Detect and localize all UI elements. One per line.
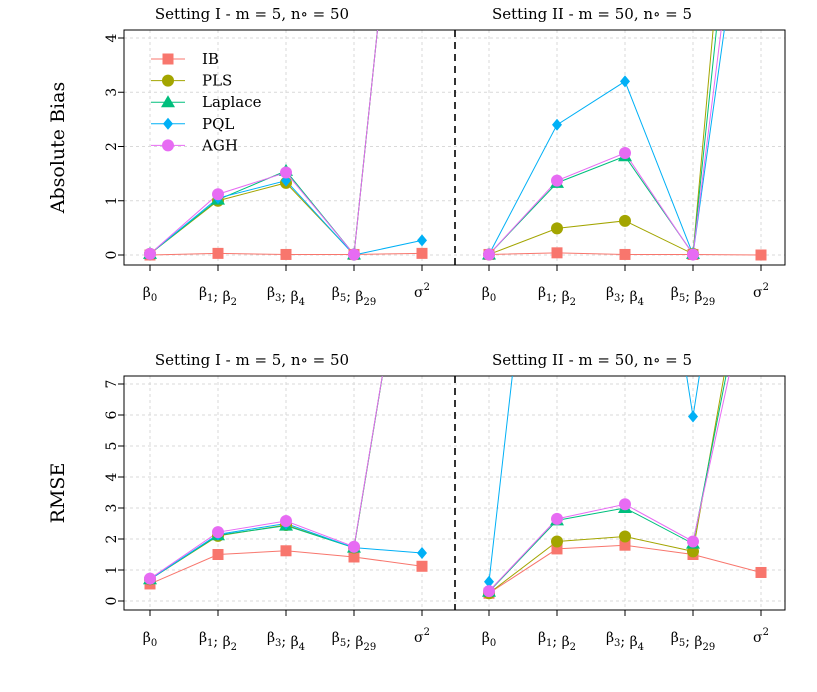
data-point-ib bbox=[755, 249, 767, 261]
chart-panel-absolute-bias: 0 1 2 3 4 Absolute Bias β0 β1; β2 β3; β4 β5; β29 σ… bbox=[47, 5, 786, 308]
x-tick-label-: β3; β4 bbox=[267, 285, 305, 308]
data-point-pls bbox=[551, 535, 563, 548]
legend: IB PLS Laplace PQL AGH bbox=[151, 50, 262, 154]
data-point-agh bbox=[687, 535, 699, 548]
y-tick-label: 1 bbox=[104, 196, 120, 205]
x-tick-label-: β0 bbox=[143, 630, 157, 649]
y-tick-label: 2 bbox=[104, 142, 120, 151]
setting-title: Setting I - m = 5, n∘ = 50 bbox=[155, 351, 349, 369]
legend-marker-pls bbox=[162, 74, 174, 87]
y-tick-label: 4 bbox=[104, 33, 120, 42]
legend-marker-ib bbox=[162, 53, 174, 65]
data-point-agh bbox=[144, 572, 156, 585]
data-point-pql bbox=[688, 410, 698, 423]
x-tick-label-: σ2 bbox=[753, 627, 769, 646]
x-tick-label-: β3; β4 bbox=[606, 285, 644, 308]
x-tick-label-: β1; β2 bbox=[199, 285, 237, 308]
data-point-ib bbox=[348, 551, 360, 563]
data-point-agh bbox=[483, 585, 495, 598]
data-point-agh bbox=[348, 540, 360, 553]
data-point-pls bbox=[619, 214, 631, 227]
setting-title: Setting I - m = 5, n∘ = 50 bbox=[155, 5, 349, 23]
data-point-ib bbox=[212, 549, 224, 560]
x-tick-label-: β3; β4 bbox=[267, 630, 305, 653]
y-tick-label: 3 bbox=[104, 88, 120, 97]
data-point-ib bbox=[416, 560, 428, 572]
data-point-ib bbox=[551, 247, 563, 259]
chart-panel-rmse: 0 1 2 3 4 5 6 7 RMSE β0 β1; β2 β3; β4 β5; β29 σ2 β0 β1;… bbox=[47, 351, 786, 653]
data-point-agh bbox=[144, 247, 156, 260]
data-point-ib bbox=[619, 539, 631, 551]
legend-label-ib: IB bbox=[202, 50, 219, 68]
y-axis-label: Absolute Bias bbox=[47, 82, 69, 214]
data-point-agh bbox=[280, 515, 292, 528]
x-tick-label-: β0 bbox=[482, 285, 496, 304]
legend-marker-laplace bbox=[161, 95, 175, 108]
data-point-pql bbox=[620, 75, 630, 88]
data-point-ib bbox=[212, 247, 224, 259]
y-tick-label: 0 bbox=[104, 597, 120, 606]
x-tick-label-: β1; β2 bbox=[199, 630, 237, 653]
data-point-ib bbox=[551, 543, 563, 555]
data-point-ib bbox=[755, 566, 767, 578]
data-point-agh bbox=[551, 174, 563, 187]
series-group bbox=[143, 376, 767, 600]
y-tick-label: 2 bbox=[104, 535, 120, 544]
data-point-pls bbox=[551, 222, 563, 235]
y-axis-label: RMSE bbox=[47, 463, 69, 524]
setting-title: Setting II - m = 50, n∘ = 5 bbox=[492, 5, 692, 23]
data-point-agh bbox=[551, 512, 563, 525]
data-point-pls bbox=[619, 530, 631, 543]
y-tick-label: 3 bbox=[104, 504, 120, 513]
data-point-pql bbox=[417, 234, 427, 247]
x-tick-label-: β3; β4 bbox=[606, 630, 644, 653]
x-tick-label-: β1; β2 bbox=[538, 630, 576, 653]
x-tick-label-: β5; β29 bbox=[671, 285, 715, 308]
legend-marker-pql bbox=[163, 117, 173, 130]
x-tick-label-: β5; β29 bbox=[332, 630, 376, 653]
x-tick-label-: β5; β29 bbox=[332, 285, 376, 308]
x-tick-label-: β1; β2 bbox=[538, 285, 576, 308]
legend-label-laplace: Laplace bbox=[202, 93, 262, 111]
y-tick-label: 6 bbox=[104, 410, 120, 419]
y-tick-label: 0 bbox=[104, 251, 120, 260]
x-tick-label-: σ2 bbox=[414, 282, 430, 301]
series-group bbox=[143, 30, 767, 261]
data-point-pql bbox=[484, 575, 494, 588]
x-tick-label-: σ2 bbox=[753, 282, 769, 301]
legend-label-pql: PQL bbox=[202, 115, 234, 133]
data-point-agh bbox=[483, 248, 495, 261]
data-point-agh bbox=[212, 188, 224, 201]
y-tick-label: 5 bbox=[104, 442, 120, 451]
x-tick-label-: β0 bbox=[482, 630, 496, 649]
data-point-pql bbox=[552, 118, 562, 131]
data-point-agh bbox=[619, 147, 631, 160]
data-point-agh bbox=[687, 248, 699, 261]
y-tick-label: 4 bbox=[104, 472, 120, 481]
y-tick-label: 1 bbox=[104, 566, 120, 575]
data-point-agh bbox=[280, 166, 292, 179]
data-point-pql bbox=[417, 546, 427, 559]
data-point-ib bbox=[280, 545, 292, 557]
legend-label-agh: AGH bbox=[201, 136, 238, 154]
data-point-ib bbox=[416, 247, 428, 259]
legend-label-pls: PLS bbox=[202, 72, 232, 90]
data-point-ib bbox=[280, 248, 292, 260]
y-tick-label: 7 bbox=[104, 380, 120, 389]
data-point-ib bbox=[619, 248, 631, 260]
x-tick-label-: σ2 bbox=[414, 627, 430, 646]
setting-title: Setting II - m = 50, n∘ = 5 bbox=[492, 351, 692, 369]
legend-marker-agh bbox=[162, 139, 174, 152]
data-point-agh bbox=[619, 498, 631, 511]
x-tick-label-: β5; β29 bbox=[671, 630, 715, 653]
data-point-agh bbox=[212, 526, 224, 539]
x-tick-label-: β0 bbox=[143, 285, 157, 304]
data-point-agh bbox=[348, 248, 360, 261]
